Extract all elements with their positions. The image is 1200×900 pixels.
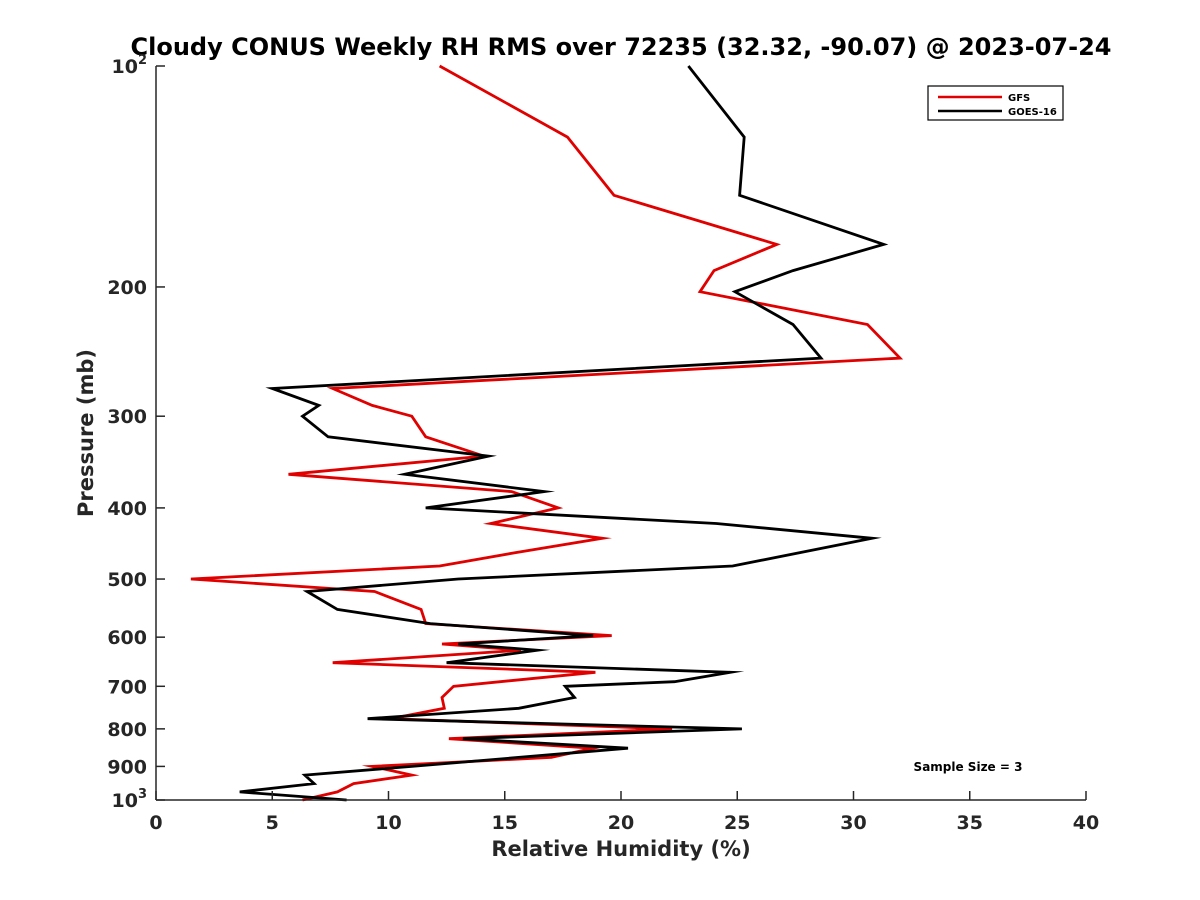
y-tick-label: 800 — [107, 719, 147, 741]
x-tick-label: 15 — [492, 812, 518, 834]
y-tick-label-exponent: 2 — [138, 53, 147, 68]
y-tick-label-base: 10 — [112, 56, 138, 78]
x-tick-label: 40 — [1073, 812, 1099, 834]
x-tick-label: 35 — [957, 812, 983, 834]
x-tick-label: 20 — [608, 812, 634, 834]
y-tick-label: 103 — [112, 787, 148, 812]
x-ticks: 0 5 10 15 20 25 30 35 40 — [149, 791, 1099, 834]
y-axis-label: Pressure (mb) — [74, 349, 98, 517]
x-axis-label: Relative Humidity (%) — [491, 837, 750, 861]
y-tick-label: 200 — [107, 277, 147, 299]
y-tick-label: 102 — [112, 53, 148, 78]
legend-box — [927, 85, 1064, 121]
chart-title: Cloudy CONUS Weekly RH RMS over 72235 (3… — [131, 33, 1112, 61]
y-tick-label: 300 — [107, 406, 147, 428]
y-tick-label: 400 — [107, 498, 147, 520]
plot-area — [190, 64, 904, 802]
x-tick-label: 0 — [149, 812, 162, 834]
x-tick-label: 5 — [266, 812, 279, 834]
x-tick-label: 10 — [375, 812, 401, 834]
y-tick-label: 900 — [107, 756, 147, 778]
sample-size-annotation: Sample Size = 3 — [914, 760, 1023, 774]
x-tick-label: 25 — [724, 812, 750, 834]
x-tick-label: 30 — [840, 812, 866, 834]
y-tick-label: 600 — [107, 627, 147, 649]
y-tick-label-exponent: 3 — [138, 787, 147, 802]
y-tick-label-base: 10 — [112, 790, 138, 812]
legend-label-gfs: GFS — [1008, 93, 1030, 104]
series-line-goes-16 — [239, 65, 889, 802]
legend-label-goes-16: GOES-16 — [1008, 107, 1057, 118]
y-tick-label: 700 — [107, 676, 147, 698]
legend: GFS GOES-16 — [927, 85, 1064, 121]
y-tick-label: 500 — [107, 569, 147, 591]
